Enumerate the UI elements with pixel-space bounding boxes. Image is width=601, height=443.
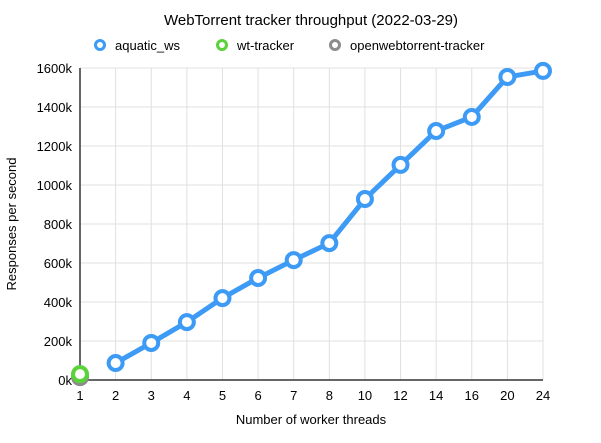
data-point-aquatic_ws (391, 155, 410, 174)
x-tick-label: 8 (326, 388, 333, 403)
x-tick-label: 5 (219, 388, 226, 403)
y-tick-label: 1000k (37, 178, 73, 193)
y-tick-label: 200k (44, 334, 73, 349)
x-tick-label: 16 (465, 388, 479, 403)
data-point-aquatic_ws (534, 61, 552, 80)
x-tick-label: 7 (290, 388, 297, 403)
y-tick-label: 0k (58, 373, 72, 388)
legend-marker-openwebtorrent-tracker (329, 39, 341, 51)
data-point-aquatic_ws (249, 269, 268, 288)
data-point-aquatic_ws (498, 67, 517, 86)
grid (79, 67, 544, 381)
y-tick-label: 600k (44, 256, 73, 271)
x-tick-label: 20 (500, 388, 514, 403)
x-tick-label: 12 (393, 388, 407, 403)
y-tick-label: 1600k (37, 61, 73, 76)
legend-marker-wt-tracker (216, 39, 228, 51)
data-point-aquatic_ws (320, 234, 339, 253)
x-tick-label: 6 (254, 388, 261, 403)
x-tick-label: 3 (148, 388, 155, 403)
legend-label-openwebtorrent-tracker: openwebtorrent-tracker (350, 38, 485, 53)
chart-title: WebTorrent tracker throughput (2022-03-2… (164, 12, 458, 29)
x-tick-label: 2 (112, 388, 119, 403)
legend-marker-aquatic_ws (94, 39, 106, 51)
legend-label-aquatic_ws: aquatic_ws (115, 38, 181, 53)
y-tick-label: 1200k (37, 139, 73, 154)
data-point-aquatic_ws (355, 190, 374, 209)
x-tick-label: 14 (429, 388, 443, 403)
data-point-aquatic_ws (213, 289, 232, 308)
data-point-aquatic_ws (462, 107, 481, 126)
x-axis-label: Number of worker threads (236, 412, 387, 427)
x-tick-label: 4 (183, 388, 190, 403)
data-point-aquatic_ws (106, 354, 125, 373)
y-tick-label: 400k (44, 295, 73, 310)
data-point-aquatic_ws (284, 251, 303, 270)
data-point-wt-tracker (71, 365, 89, 384)
y-tick-label: 800k (44, 217, 73, 232)
x-tick-label: 1 (76, 388, 83, 403)
x-tick-label: 10 (358, 388, 372, 403)
data-point-aquatic_ws (427, 121, 446, 140)
y-tick-label: 1400k (37, 100, 73, 115)
data-point-aquatic_ws (142, 333, 161, 352)
data-point-aquatic_ws (177, 313, 196, 332)
series-layer (71, 61, 552, 387)
legend: aquatic_ws wt-tracker openwebtorrent-track… (94, 38, 485, 53)
y-axis-label: Responses per second (4, 158, 19, 291)
legend-label-wt-tracker: wt-tracker (236, 38, 295, 53)
x-tick-label: 24 (536, 388, 550, 403)
